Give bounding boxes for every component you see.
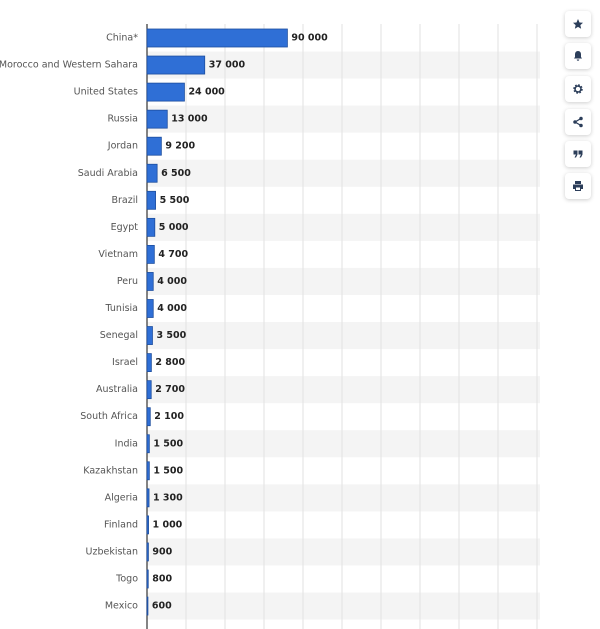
category-label: Tunisia (105, 303, 138, 314)
category-label: China* (106, 33, 138, 44)
quote-icon (573, 150, 583, 158)
category-label: Mexico (105, 601, 138, 612)
category-label: Jordan (107, 141, 138, 152)
bar (146, 461, 150, 481)
value-label: 1 500 (153, 438, 183, 449)
category-label: Australia (96, 384, 138, 395)
value-label: 5 000 (159, 222, 189, 233)
alert-button[interactable] (565, 43, 591, 69)
share-icon (573, 116, 583, 128)
bar (146, 109, 168, 129)
bar (146, 569, 149, 589)
value-label: 2 700 (155, 384, 185, 395)
bar (146, 244, 155, 264)
value-label: 800 (152, 574, 172, 585)
print-button[interactable] (565, 173, 591, 199)
bar (146, 55, 206, 75)
bar (146, 542, 149, 562)
bar (146, 28, 288, 48)
row-stripe (147, 592, 540, 620)
bar (146, 353, 152, 373)
value-label: 4 000 (157, 276, 187, 287)
row-stripe (147, 159, 540, 187)
bar (146, 190, 156, 210)
value-label: 6 500 (161, 168, 191, 179)
value-label: 2 100 (154, 411, 184, 422)
cite-button[interactable] (565, 141, 591, 167)
value-label: 2 800 (155, 357, 185, 368)
category-label: India (115, 438, 138, 449)
value-label: 13 000 (171, 114, 208, 125)
category-label: Senegal (100, 330, 138, 341)
row-stripe (147, 267, 540, 295)
value-label: 5 500 (160, 195, 190, 206)
star-icon (573, 19, 583, 29)
bell-icon (574, 51, 582, 61)
settings-button[interactable] (565, 76, 591, 102)
value-label: 1 000 (153, 519, 183, 530)
category-label: Morocco and Western Sahara (0, 60, 138, 71)
category-label: United States (74, 87, 138, 98)
category-label: Saudi Arabia (78, 168, 138, 179)
value-label: 9 200 (165, 141, 195, 152)
row-stripe (147, 538, 540, 566)
value-label: 1 300 (153, 492, 183, 503)
category-label: Peru (117, 276, 138, 287)
bar (146, 272, 154, 291)
category-label: Vietnam (98, 249, 138, 260)
bar (146, 299, 154, 318)
bar (146, 217, 156, 237)
category-label: Israel (112, 357, 138, 368)
bar (146, 380, 152, 400)
bar (146, 515, 149, 535)
value-label: 900 (152, 546, 172, 557)
value-label: 90 000 (291, 33, 328, 44)
print-icon (573, 181, 583, 191)
value-label: 4 700 (158, 249, 188, 260)
value-label: 4 000 (157, 303, 187, 314)
category-label: Algeria (105, 492, 138, 503)
category-label: South Africa (80, 411, 138, 422)
value-label: 600 (152, 601, 172, 612)
category-label: Uzbekistan (86, 546, 138, 557)
row-stripe (147, 213, 540, 241)
bar (146, 82, 185, 102)
row-stripe (147, 430, 540, 458)
category-label: Togo (115, 574, 138, 585)
row-stripe (147, 322, 540, 350)
value-label: 3 500 (156, 330, 186, 341)
row-stripe (147, 51, 540, 79)
bar (146, 326, 153, 345)
bar (146, 407, 151, 427)
value-label: 24 000 (188, 87, 225, 98)
bar (146, 136, 162, 156)
category-label: Kazakhstan (83, 465, 138, 476)
value-label: 37 000 (209, 60, 246, 71)
category-label: Egypt (111, 222, 139, 233)
bar (146, 488, 150, 508)
bar (146, 596, 149, 616)
category-label: Brazil (111, 195, 138, 206)
bar (146, 163, 158, 183)
category-label: Finland (104, 519, 138, 530)
category-label: Russia (107, 114, 138, 125)
bar (146, 434, 150, 454)
gear-icon (573, 84, 583, 94)
favorite-button[interactable] (565, 11, 591, 37)
share-button[interactable] (565, 109, 591, 135)
row-stripe (147, 484, 540, 512)
row-stripe (147, 105, 540, 133)
row-stripe (147, 376, 540, 404)
value-label: 1 500 (153, 465, 183, 476)
